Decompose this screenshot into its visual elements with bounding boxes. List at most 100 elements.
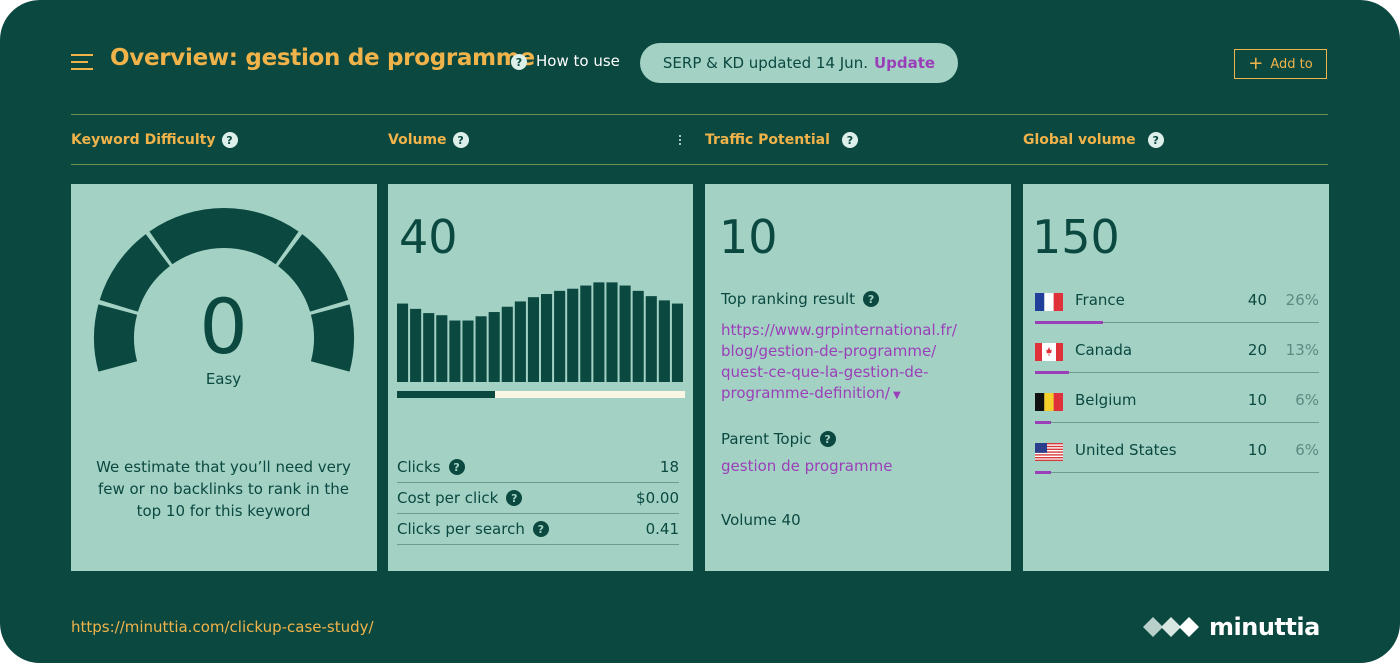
country-row-canada[interactable]: Canada 20 13% xyxy=(1035,334,1319,374)
volume-trend-bar xyxy=(449,320,461,382)
help-icon[interactable]: ? xyxy=(221,132,238,148)
country-name: France xyxy=(1075,291,1125,309)
global-volume-label: Global volume xyxy=(1023,132,1136,148)
country-percent: 26% xyxy=(1285,291,1319,309)
difficulty-label: Easy xyxy=(205,370,242,388)
volume-trend-bar xyxy=(606,282,618,382)
minuttia-logo-icon xyxy=(1143,617,1199,637)
usa-flag-icon xyxy=(1035,443,1063,461)
volume-trend-bar xyxy=(527,297,539,382)
volume-trend-bar xyxy=(658,300,670,382)
volume-trend-bar xyxy=(423,313,435,382)
help-icon[interactable]: ? xyxy=(841,132,858,148)
country-percent: 6% xyxy=(1295,391,1319,409)
help-icon[interactable]: ? xyxy=(448,459,465,475)
volume-trend-bar xyxy=(567,288,579,382)
country-row-belgium[interactable]: Belgium 10 6% xyxy=(1035,384,1319,424)
country-bar-track xyxy=(1035,322,1319,323)
volume-trend-bar xyxy=(645,296,657,382)
country-percent: 13% xyxy=(1285,341,1319,359)
volume-label: Volume xyxy=(388,132,447,148)
help-icon[interactable]: ? xyxy=(452,132,469,148)
serp-status-badge: SERP & KD updated 14 Jun. Update xyxy=(640,43,958,83)
minuttia-logo: minuttia xyxy=(1141,611,1320,643)
gauge-segment xyxy=(93,304,138,372)
menu-icon[interactable] xyxy=(71,54,93,70)
country-row-france[interactable]: France 40 26% xyxy=(1035,284,1319,324)
volume-trend-bar xyxy=(410,308,422,382)
traffic-potential-label: Traffic Potential xyxy=(705,132,830,148)
parent-topic-link[interactable]: gestion de programme xyxy=(721,457,893,475)
difficulty-description: We estimate that you’ll need very few or… xyxy=(96,458,351,520)
parent-topic-label: Parent Topic xyxy=(721,430,812,448)
serp-status-text: SERP & KD updated 14 Jun. xyxy=(662,54,868,72)
clicks-per-search-row: Clicks per search? 0.41 xyxy=(397,514,679,545)
volume-trend-bar xyxy=(488,312,500,382)
more-options-icon[interactable] xyxy=(678,135,682,149)
country-percent: 6% xyxy=(1295,441,1319,459)
volume-trend-bar xyxy=(475,316,487,382)
help-icon[interactable]: ? xyxy=(506,490,523,506)
country-volume: 10 xyxy=(1247,391,1267,409)
help-icon[interactable]: ? xyxy=(819,431,836,447)
difficulty-gauge xyxy=(93,208,354,372)
gauge-segment xyxy=(278,234,349,312)
difficulty-score: 0 xyxy=(199,282,248,371)
country-volume: 20 xyxy=(1247,341,1267,359)
country-row-united-states[interactable]: United States 10 6% xyxy=(1035,434,1319,474)
top-ranking-result-header: Top ranking result ? xyxy=(721,290,880,308)
gauge-segment xyxy=(99,234,170,312)
url-line: quest-ce-que-la-gestion-de- xyxy=(721,363,929,381)
divider xyxy=(71,114,1328,115)
traffic-potential-header: Traffic Potential ? xyxy=(705,132,858,148)
clicks-label: Clicks xyxy=(397,458,441,476)
volume-card: 40 Clicks? 18 Cost per click? $0.00 Clic… xyxy=(388,184,693,571)
keyword-difficulty-header: Keyword Difficulty ? xyxy=(71,132,238,148)
country-name: United States xyxy=(1075,441,1177,459)
clicks-per-search-label: Clicks per search xyxy=(397,520,525,538)
add-to-button[interactable]: + Add to xyxy=(1234,49,1327,79)
gauge-segment xyxy=(310,304,354,372)
volume-trend-chart xyxy=(397,282,683,382)
volume-trend-bar xyxy=(619,285,631,382)
country-bar-track xyxy=(1035,372,1319,373)
country-volume: 40 xyxy=(1247,291,1267,309)
cost-per-click-row: Cost per click? $0.00 xyxy=(397,483,679,514)
minuttia-logo-text: minuttia xyxy=(1209,613,1320,641)
top-ranking-result-label: Top ranking result xyxy=(721,290,856,308)
keyword-difficulty-label: Keyword Difficulty xyxy=(71,132,216,148)
country-name: Canada xyxy=(1075,341,1133,359)
caret-down-icon[interactable]: ▼ xyxy=(892,390,901,401)
volume-trend-bar xyxy=(436,315,448,382)
help-icon[interactable]: ? xyxy=(532,521,549,537)
url-line: https://www.grpinternational.fr/ xyxy=(721,321,957,339)
clicks-per-search-value: 0.41 xyxy=(645,520,679,538)
help-icon[interactable]: ? xyxy=(511,54,527,70)
top-ranking-result-link[interactable]: https://www.grpinternational.fr/ blog/ge… xyxy=(721,320,991,406)
country-share-bar xyxy=(1035,371,1069,374)
gauge-segment xyxy=(149,208,299,265)
how-to-use-link[interactable]: How to use xyxy=(536,52,620,70)
volume-trend-bar xyxy=(462,320,474,382)
volume-trend-bar xyxy=(397,303,409,382)
help-icon[interactable]: ? xyxy=(863,291,880,307)
footer-link[interactable]: https://minuttia.com/clickup-case-study/ xyxy=(71,618,374,636)
divider xyxy=(71,164,1328,165)
volume-trend-bar xyxy=(501,306,513,382)
add-to-label: Add to xyxy=(1270,56,1313,72)
global-volume-card: 150 France 40 26% Canada 20 13% xyxy=(1023,184,1329,571)
help-icon[interactable]: ? xyxy=(1147,132,1164,148)
country-share-bar xyxy=(1035,421,1051,424)
url-line: blog/gestion-de-programme/ xyxy=(721,342,937,360)
volume-trend-bar xyxy=(514,301,526,382)
country-share-bar xyxy=(1035,321,1103,324)
country-bar-track xyxy=(1035,472,1319,473)
global-volume-value: 150 xyxy=(1032,210,1120,264)
traffic-potential-card: 10 Top ranking result ? https://www.grpi… xyxy=(705,184,1011,571)
volume-trend-bar xyxy=(593,282,605,382)
parent-topic-volume: Volume 40 xyxy=(721,511,801,529)
update-link[interactable]: Update xyxy=(873,54,936,72)
parent-topic-header: Parent Topic ? xyxy=(721,430,836,448)
clicks-value: 18 xyxy=(659,458,679,476)
clicks-progress-fill xyxy=(397,391,495,398)
